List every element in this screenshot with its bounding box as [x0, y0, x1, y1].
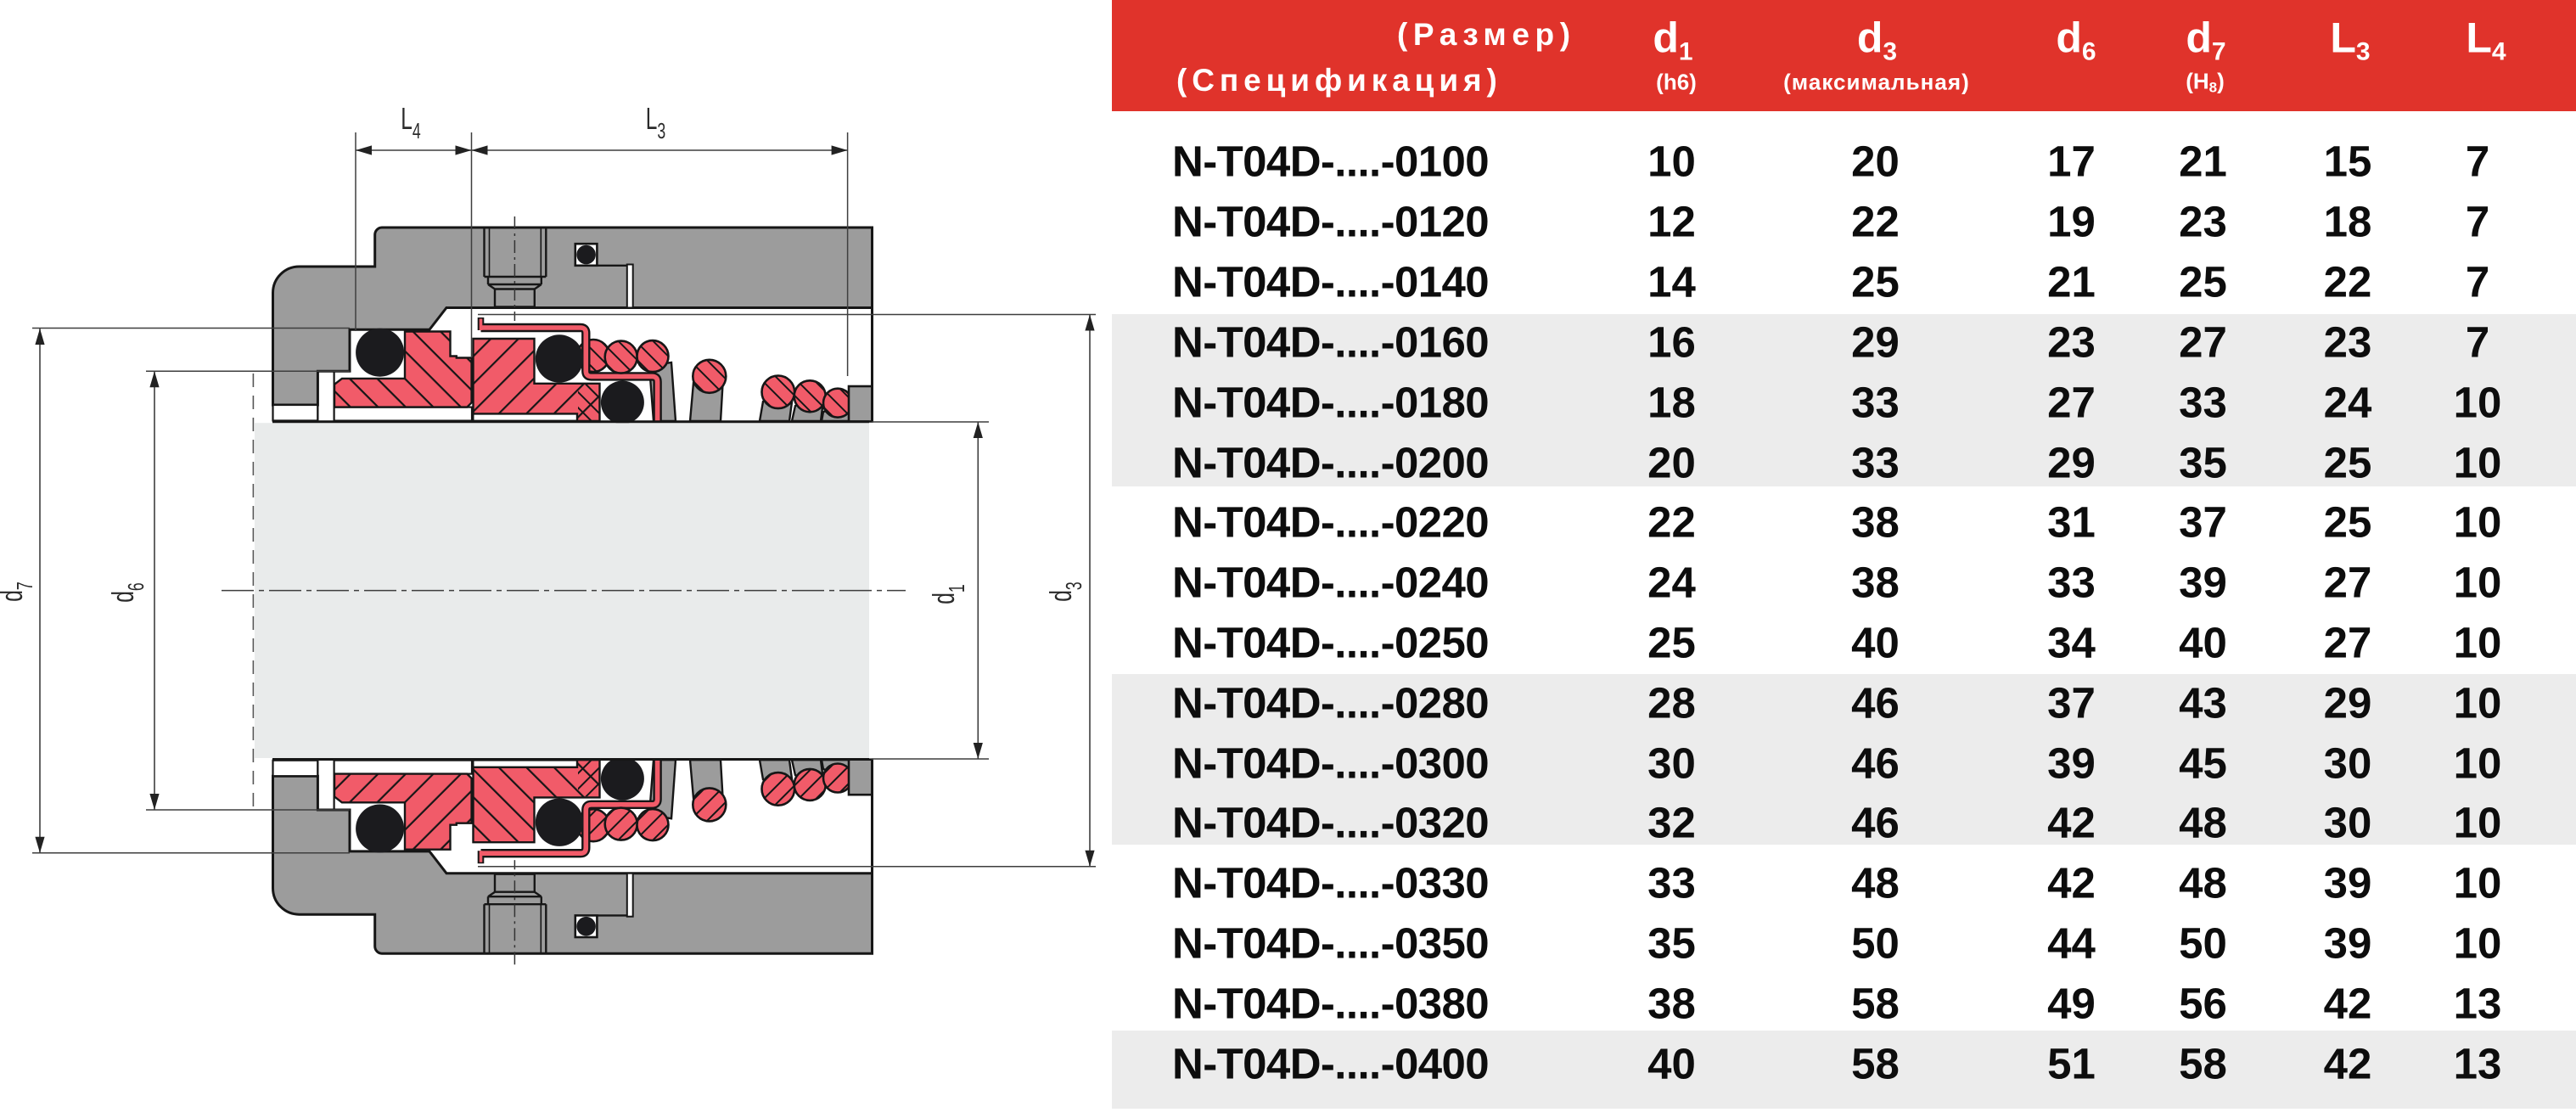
svg-text:L4: L4	[401, 101, 420, 143]
svg-text:d7: d7	[0, 581, 37, 601]
svg-text:d6: d6	[105, 582, 149, 602]
svg-text:d3: d3	[1043, 581, 1086, 601]
svg-text:L3: L3	[646, 101, 665, 143]
svg-text:d1: d1	[926, 584, 969, 604]
